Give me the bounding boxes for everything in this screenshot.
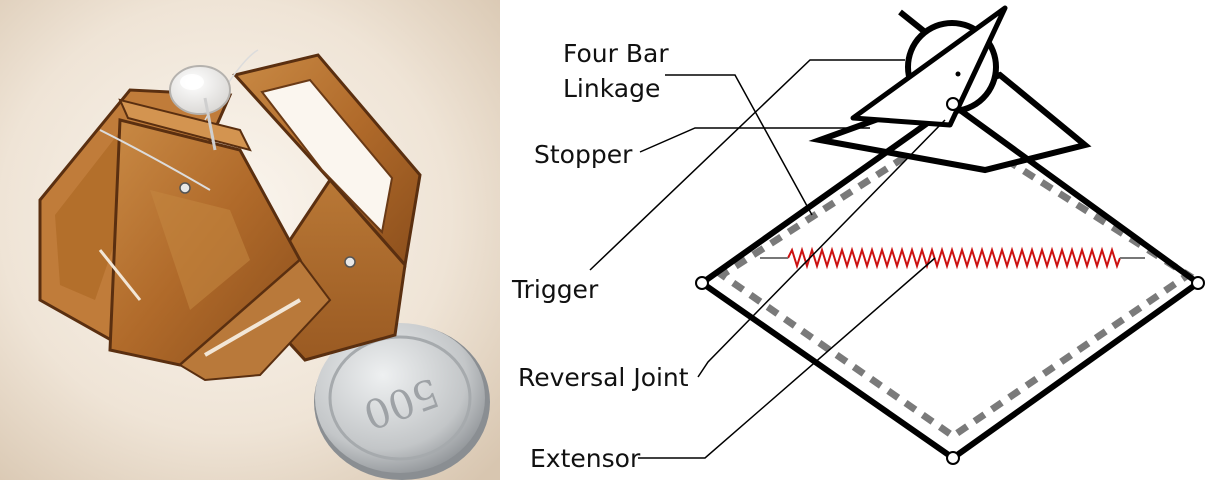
leader-extensor (638, 257, 936, 459)
joint-right (1191, 276, 1205, 290)
joint-top (946, 97, 960, 111)
schematic: Four Bar Linkage Stopper Trigger Reversa… (511, 5, 1205, 473)
label-four-bar-line1: Four Bar (563, 39, 669, 68)
dome (169, 65, 231, 151)
trigger-blade (850, 5, 1008, 128)
leader-four-bar-linkage (665, 74, 813, 216)
joint-left (695, 276, 709, 290)
leader-stopper (639, 127, 870, 153)
label-stopper: Stopper (534, 140, 633, 169)
label-reversal-joint: Reversal Joint (518, 363, 689, 392)
label-extensor: Extensor (530, 444, 641, 473)
leader-trigger (589, 59, 905, 271)
dashed-linkage-outline (715, 121, 1195, 441)
leader-reversal-joint (697, 119, 946, 378)
pin (344, 256, 356, 268)
device-photo: 500 (0, 0, 500, 480)
joint-bottom (946, 451, 960, 465)
folded-device (38, 49, 422, 382)
extensor-spring (787, 246, 1121, 270)
coin: 500 (314, 323, 490, 480)
pin (179, 182, 191, 194)
label-four-bar-line2: Linkage (563, 74, 660, 103)
label-trigger: Trigger (511, 275, 599, 304)
